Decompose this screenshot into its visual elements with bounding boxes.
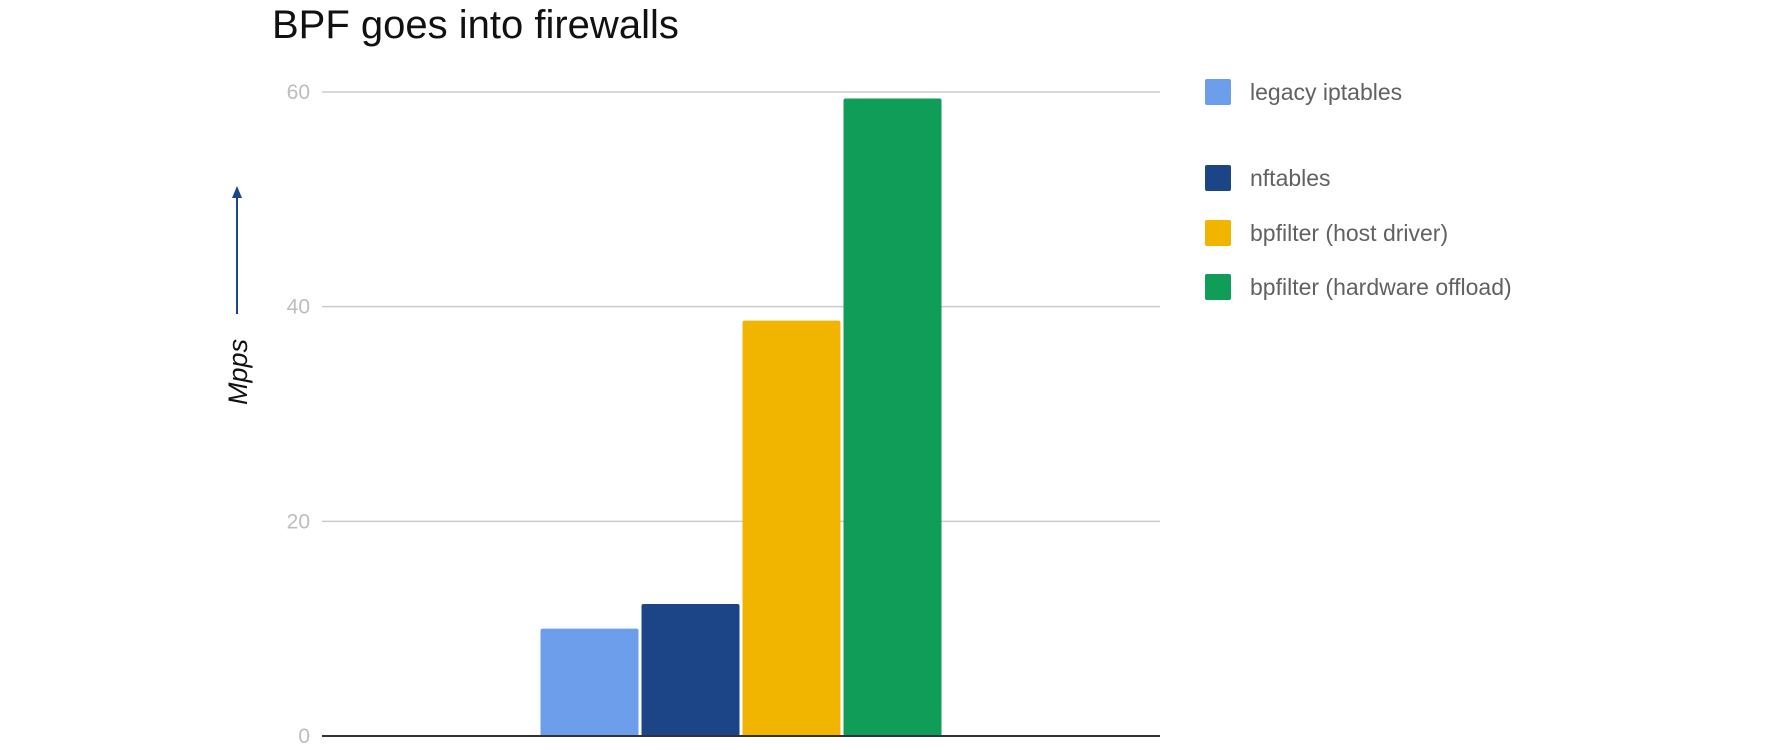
legend-swatch (1205, 79, 1231, 105)
legend-swatch (1205, 274, 1231, 300)
legend-label: nftables (1250, 165, 1331, 191)
arrow-up-icon (232, 186, 242, 198)
legend-swatch (1205, 165, 1231, 191)
chart-title: BPF goes into firewalls (272, 3, 679, 47)
y-tick-label: 60 (287, 81, 310, 104)
bar-nftables (641, 603, 740, 736)
y-tick-label: 40 (287, 296, 310, 319)
legend: legacy iptables nftables bpfilter (host dr… (1205, 79, 1512, 300)
y-tick-label: 0 (298, 725, 310, 748)
bar-bpfilter-hardware-offload (843, 98, 942, 736)
bar-legacy-iptables (540, 628, 639, 736)
y-gridlines (322, 91, 1160, 523)
y-tick-labels: 0 20 40 60 (287, 81, 310, 748)
y-axis-label-group: Mpps (223, 186, 253, 405)
y-tick-label: 20 (287, 510, 310, 533)
legend-swatch (1205, 220, 1231, 246)
y-axis-label: Mpps (223, 339, 253, 405)
legend-label: bpfilter (host driver) (1250, 220, 1448, 246)
legend-label: legacy iptables (1250, 79, 1402, 105)
bar-bpfilter-host-driver (742, 320, 841, 736)
legend-label: bpfilter (hardware offload) (1250, 274, 1512, 300)
bars (540, 98, 942, 736)
